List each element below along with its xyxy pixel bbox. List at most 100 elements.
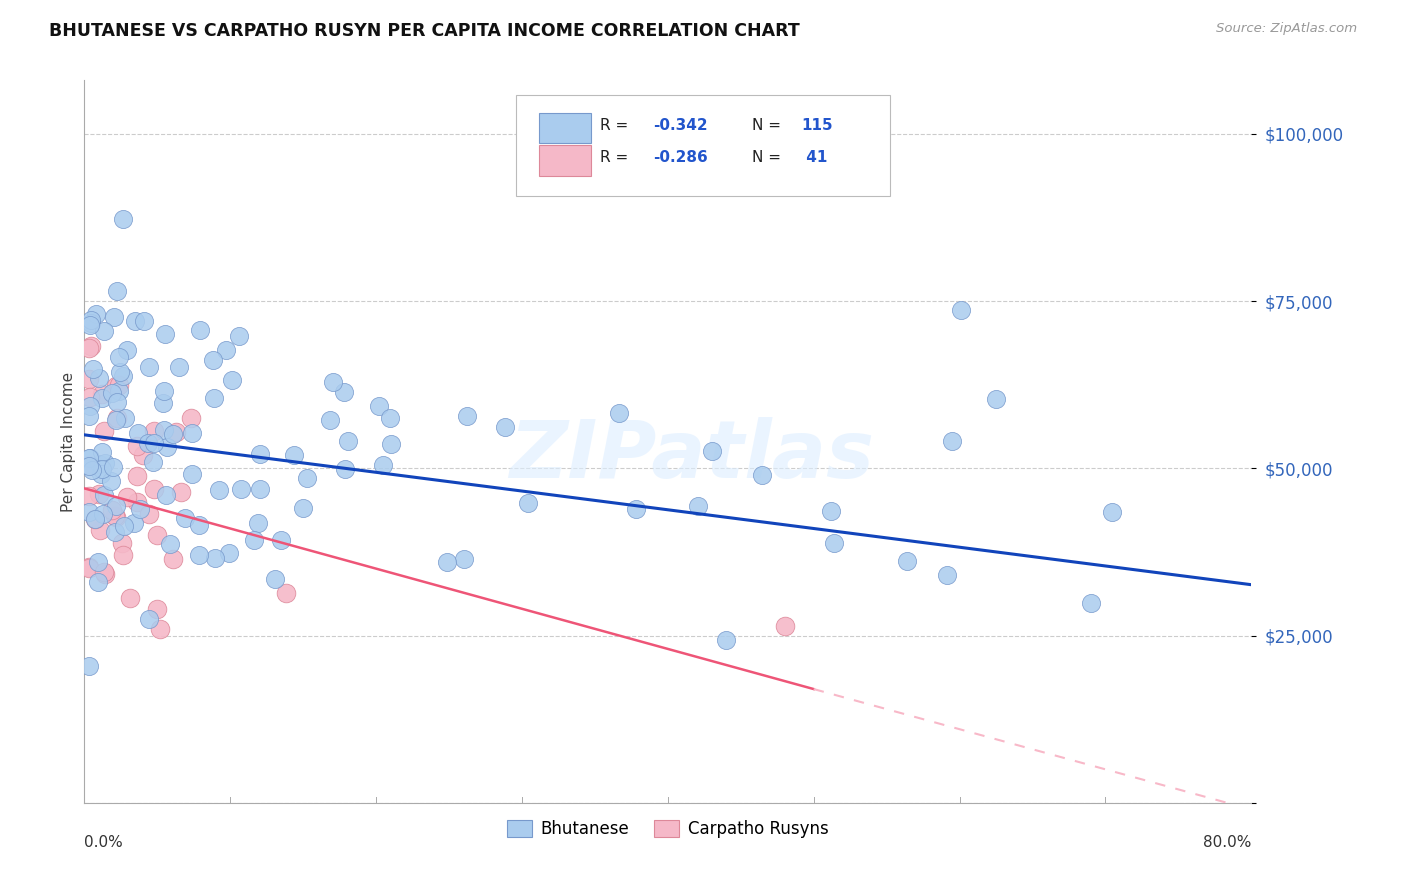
Point (336, 434, 359, 449)
Point (107, 384, 129, 398)
Point (108, 365, 131, 379)
Text: 80.0%: 80.0% (1204, 835, 1251, 850)
Point (149, 623, 172, 637)
Point (90, 391, 112, 405)
Point (436, 555, 458, 569)
Point (79, 399, 101, 413)
Point (112, 368, 135, 383)
Point (247, 516, 270, 530)
Point (77, 559, 100, 574)
Point (264, 572, 287, 586)
Point (94, 456, 117, 470)
Point (114, 410, 136, 425)
Point (624, 501, 647, 516)
Point (105, 395, 128, 409)
Point (142, 436, 165, 450)
Point (456, 409, 478, 424)
Point (371, 458, 394, 472)
Point (153, 327, 176, 342)
Point (165, 425, 187, 439)
Point (100, 474, 122, 488)
Point (773, 619, 796, 633)
Point (142, 454, 165, 468)
Point (104, 508, 127, 523)
Point (105, 379, 128, 393)
Point (93, 565, 115, 579)
Point (180, 410, 202, 425)
Point (187, 549, 209, 563)
Text: R =: R = (600, 150, 633, 165)
Point (91, 462, 114, 476)
Point (105, 410, 128, 425)
Point (136, 435, 159, 450)
Point (702, 444, 724, 458)
Point (127, 425, 149, 440)
Point (89, 486, 111, 500)
Point (453, 552, 475, 566)
Point (187, 518, 209, 533)
Text: -0.286: -0.286 (652, 150, 707, 165)
Point (86, 555, 108, 569)
Text: -0.342: -0.342 (652, 119, 707, 133)
Point (93, 325, 115, 339)
Point (153, 423, 176, 437)
Text: 0.0%: 0.0% (84, 835, 124, 850)
Point (1101, 505, 1123, 519)
Point (112, 549, 135, 563)
Point (84, 512, 107, 526)
Point (215, 343, 238, 357)
Point (174, 510, 197, 524)
Point (94, 566, 117, 581)
Point (146, 528, 169, 542)
Point (319, 413, 342, 427)
Point (77, 458, 100, 473)
Point (169, 359, 191, 374)
Point (77, 450, 100, 465)
Point (181, 467, 204, 481)
Point (77, 505, 100, 519)
Point (105, 284, 128, 298)
Point (134, 314, 156, 328)
Point (156, 440, 179, 454)
Point (93, 424, 115, 438)
Point (89, 524, 111, 538)
Point (283, 448, 305, 462)
Point (143, 482, 166, 496)
Point (986, 392, 1008, 406)
Point (609, 406, 631, 420)
Point (162, 552, 184, 566)
Point (155, 488, 177, 502)
Point (941, 434, 963, 448)
Point (111, 535, 134, 549)
Point (107, 351, 129, 365)
Text: N =: N = (752, 150, 786, 165)
Point (221, 373, 243, 387)
Point (228, 329, 250, 343)
FancyBboxPatch shape (516, 95, 890, 196)
Point (125, 495, 148, 509)
Point (202, 391, 225, 405)
Text: Source: ZipAtlas.com: Source: ZipAtlas.com (1216, 22, 1357, 36)
Point (823, 536, 845, 550)
Point (138, 507, 160, 521)
Point (91, 387, 114, 401)
Point (103, 310, 125, 324)
Point (935, 568, 957, 582)
Point (101, 503, 124, 517)
Text: R =: R = (600, 119, 633, 133)
Point (104, 510, 127, 524)
Y-axis label: Per Capita Income: Per Capita Income (60, 371, 76, 512)
Point (89, 457, 111, 471)
Text: 41: 41 (801, 150, 827, 165)
Point (127, 469, 149, 483)
Point (159, 537, 181, 551)
Point (1080, 596, 1102, 610)
Legend: Bhutanese, Carpatho Rusyns: Bhutanese, Carpatho Rusyns (501, 814, 835, 845)
Point (77, 489, 100, 503)
Point (153, 384, 176, 398)
Point (243, 533, 266, 548)
Point (89, 371, 111, 385)
Point (79, 450, 101, 465)
Point (138, 360, 160, 375)
Point (90, 467, 112, 481)
